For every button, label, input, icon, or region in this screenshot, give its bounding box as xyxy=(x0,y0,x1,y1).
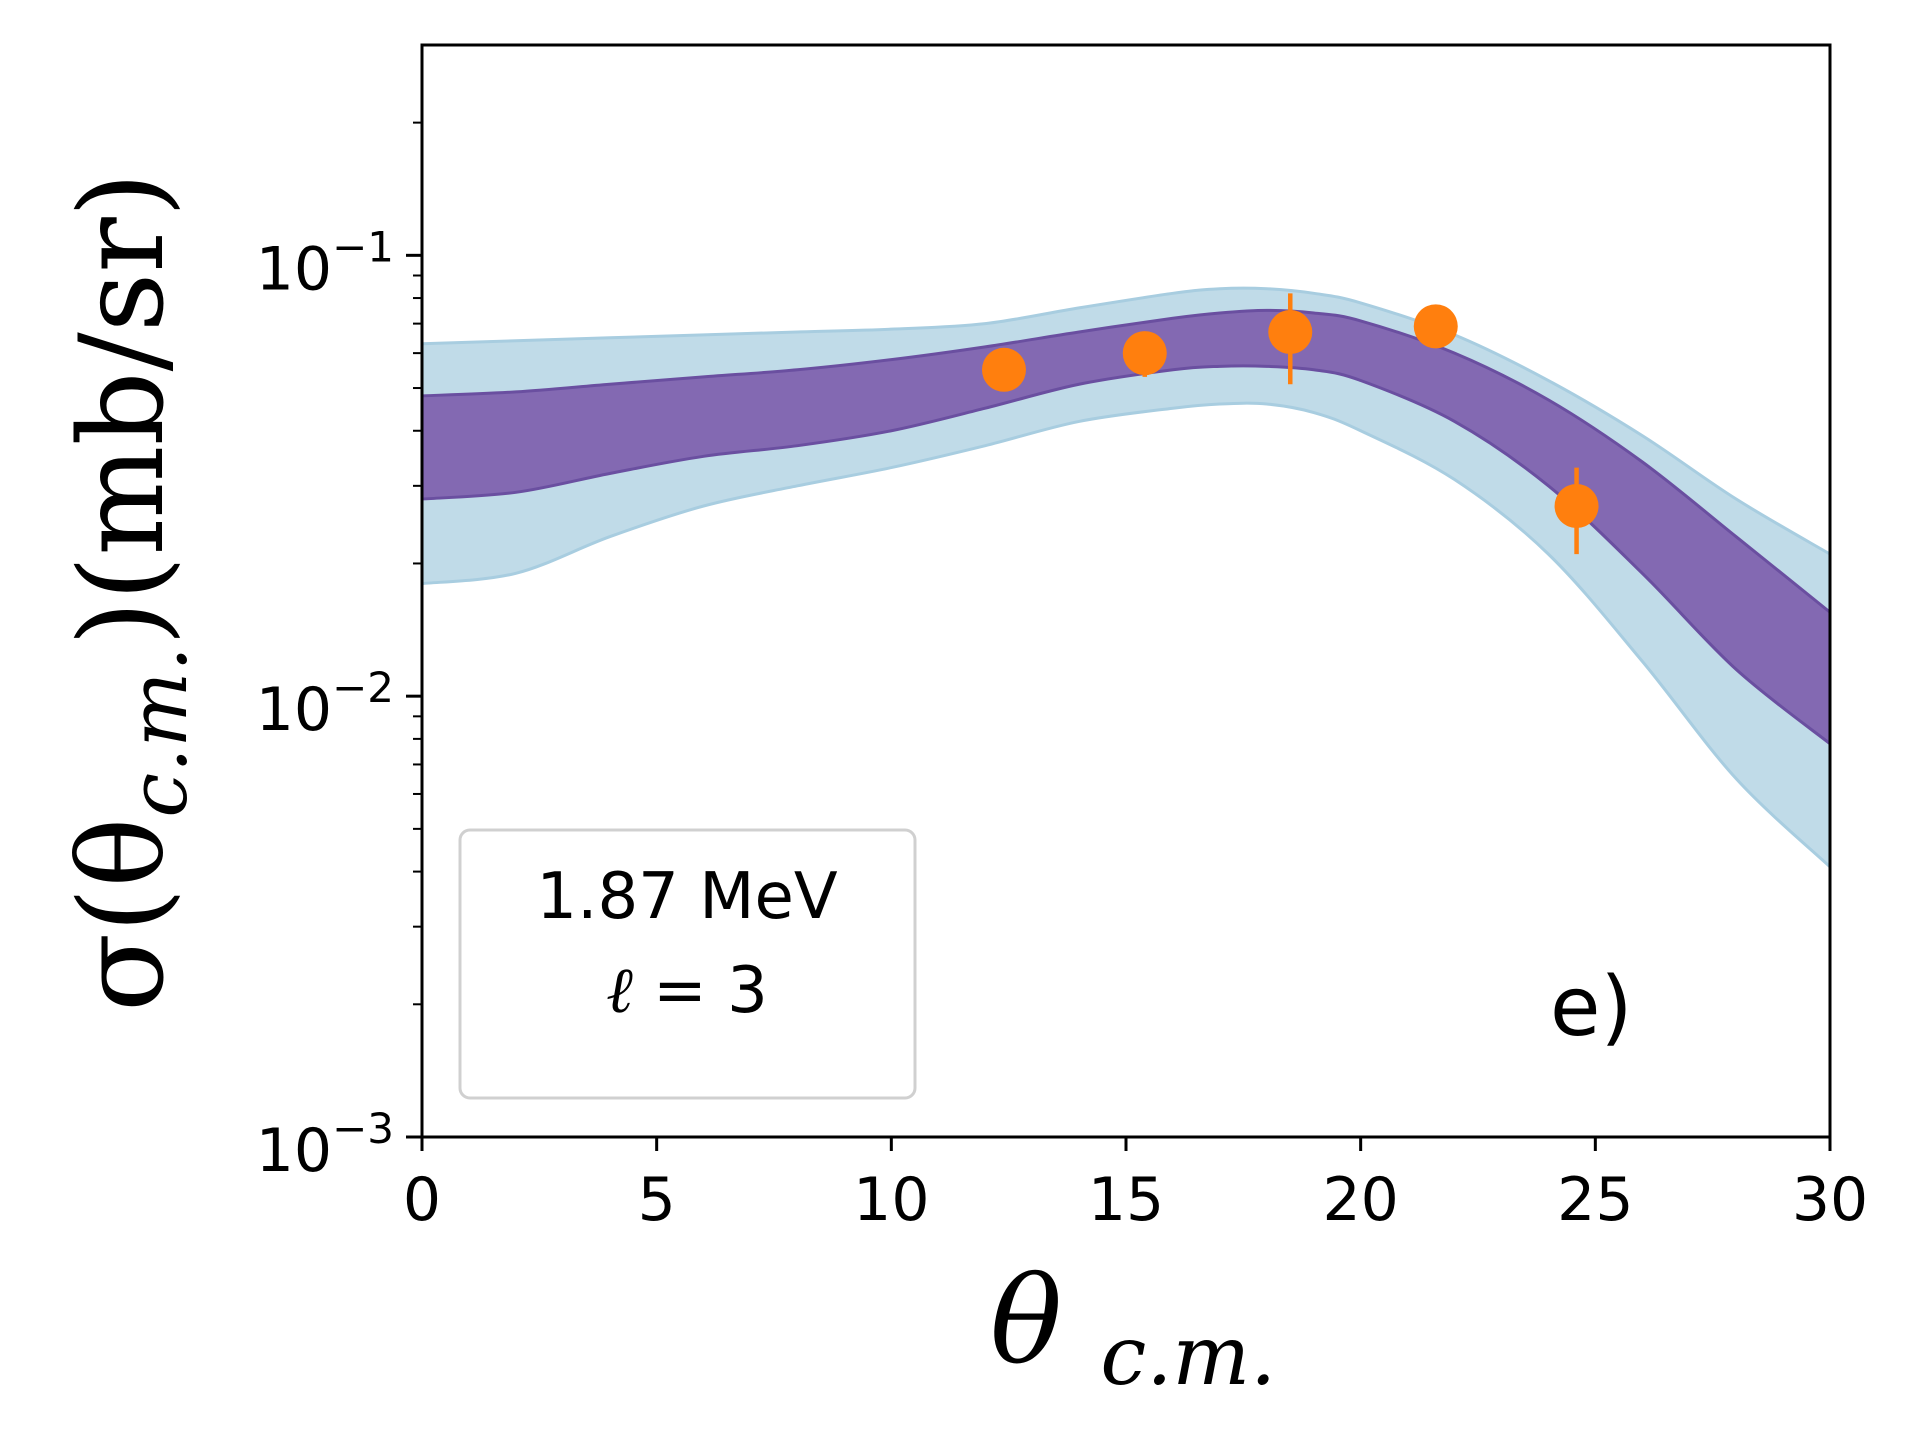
y-axis-label: σ(θc.m.)(mb/sr) xyxy=(55,172,205,1012)
y-axis-label-suffix: )(mb/sr) xyxy=(55,172,190,646)
x-tick-label: 20 xyxy=(1322,1165,1398,1235)
legend-box xyxy=(458,828,917,1100)
inner-band-upper-edge xyxy=(422,308,1830,614)
data-point xyxy=(1268,310,1313,355)
legend: 1.87 MeV ℓ = 3 xyxy=(458,828,917,1100)
legend-l-value: = 3 xyxy=(633,954,768,1028)
outer-band-upper-edge xyxy=(422,286,1830,556)
x-tick-label: 10 xyxy=(853,1165,929,1235)
y-tick-label-exponent: −3 xyxy=(332,1104,394,1153)
y-tick-label: 10−2 xyxy=(256,663,394,745)
y-tick-label: 10−1 xyxy=(256,222,394,304)
y-axis-label-sub: c.m. xyxy=(112,646,205,818)
y-tick-label-base: 10 xyxy=(256,675,332,745)
x-axis-label-main: θ xyxy=(990,1252,1062,1391)
y-tick-label-base: 10 xyxy=(256,234,332,304)
outer-band-lower-edge xyxy=(422,401,1830,868)
x-axis-label-sub: c.m. xyxy=(1100,1309,1276,1404)
data-point xyxy=(1413,304,1458,349)
legend-angular-momentum: ℓ = 3 xyxy=(606,954,768,1028)
x-axis-label: θ c.m. xyxy=(990,1252,1276,1404)
data-point xyxy=(981,347,1026,392)
data-point xyxy=(1554,484,1599,529)
y-tick-label-exponent: −1 xyxy=(332,222,394,271)
y-tick-label: 10−3 xyxy=(256,1104,394,1186)
y-tick-label-exponent: −2 xyxy=(332,663,394,712)
y-axis-label-prefix: σ(θ xyxy=(55,818,190,1012)
x-tick-label: 30 xyxy=(1792,1165,1868,1235)
y-tick-label-base: 10 xyxy=(256,1116,332,1186)
legend-l-symbol: ℓ xyxy=(606,954,633,1028)
data-points xyxy=(981,293,1599,555)
x-tick-label: 15 xyxy=(1088,1165,1164,1235)
x-tick-label: 5 xyxy=(638,1165,676,1235)
data-point xyxy=(1122,331,1167,376)
inner-band-lower-edge xyxy=(422,364,1830,745)
inner-band xyxy=(422,310,1830,744)
panel-label: e) xyxy=(1550,960,1632,1055)
bands xyxy=(422,286,1830,868)
x-tick-label: 25 xyxy=(1557,1165,1633,1235)
legend-energy: 1.87 MeV xyxy=(536,860,837,934)
x-tick-label: 0 xyxy=(403,1165,441,1235)
